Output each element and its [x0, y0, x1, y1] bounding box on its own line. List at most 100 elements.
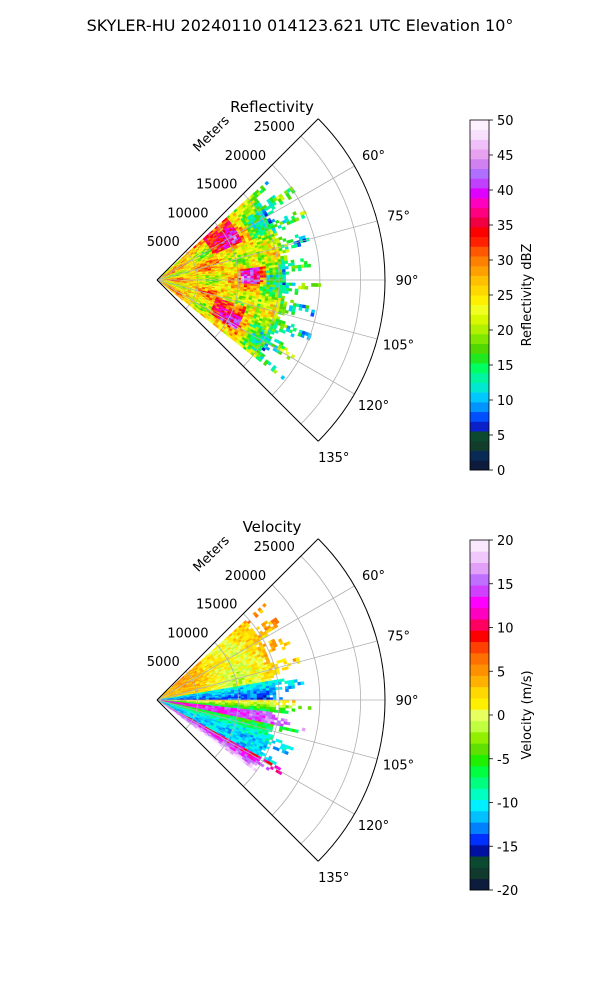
radar-gate — [307, 263, 312, 268]
radar-gate — [247, 693, 251, 697]
colorbar-segment — [470, 363, 489, 374]
radar-gate — [243, 276, 248, 279]
radar-gate — [266, 704, 270, 708]
radar-gate — [272, 687, 276, 691]
radar-gate — [243, 701, 248, 704]
radar-gate — [292, 699, 296, 704]
radar-gate — [289, 238, 294, 243]
radar-gate — [243, 694, 248, 697]
radar-gate — [273, 232, 278, 237]
radar-gate — [231, 281, 235, 284]
radar-gate — [272, 369, 278, 375]
colorbar-segment — [470, 139, 489, 150]
radar-gate — [270, 205, 276, 211]
radar-gate — [259, 693, 264, 696]
colorbar-segment — [470, 149, 489, 160]
radar-gate — [266, 692, 270, 696]
radar-gate — [250, 283, 254, 287]
radar-gate — [262, 361, 268, 367]
colorbar-segment — [470, 256, 489, 267]
radar-gate — [264, 180, 270, 186]
radar-gate — [259, 282, 264, 285]
radar-gate — [277, 681, 282, 685]
radar-gate — [268, 685, 273, 689]
radar-gate — [269, 702, 274, 706]
radar-gate — [256, 704, 261, 707]
radar-gate — [284, 260, 289, 265]
radar-gate — [269, 284, 274, 288]
radar-gate — [281, 646, 286, 651]
radar-gate — [290, 323, 295, 328]
radar-gate — [288, 685, 292, 690]
radar-gate — [253, 703, 258, 707]
radar-gate — [285, 705, 290, 709]
radar-gate — [301, 727, 306, 732]
colorbar-segment — [470, 207, 489, 218]
radar-gate — [280, 678, 285, 682]
radar-gate — [284, 666, 289, 671]
azimuth-tick-label: 135° — [318, 451, 349, 466]
colorbar-segment — [470, 382, 489, 393]
colorbar-segment — [470, 168, 489, 179]
radar-gate — [224, 276, 229, 279]
radar-gate — [281, 266, 286, 270]
radar-gate — [263, 702, 267, 705]
radar-gate — [278, 266, 283, 270]
radar-gate — [279, 704, 283, 709]
radar-gate — [263, 272, 267, 276]
sector-edge — [156, 279, 319, 442]
radar-gate — [284, 710, 289, 714]
radar-gate — [269, 687, 273, 691]
radar-gate — [250, 695, 254, 699]
radar-gate — [272, 201, 277, 207]
radar-gate — [280, 718, 285, 722]
radar-gate — [247, 275, 251, 279]
radar-gate — [227, 281, 232, 284]
radar-gate — [256, 691, 261, 694]
radar-gate — [256, 273, 261, 276]
colorbar-segment — [470, 353, 489, 364]
radar-gate — [284, 686, 289, 690]
radar-gate — [280, 375, 286, 381]
colorbar-segment — [470, 217, 489, 228]
radar-gate — [266, 275, 270, 278]
radar-gate — [287, 682, 292, 687]
radar-gate — [272, 707, 277, 711]
azimuth-spoke — [156, 279, 378, 340]
sector-outer-edge — [317, 118, 386, 442]
radar-gate — [278, 264, 283, 268]
radar-gate — [266, 272, 270, 276]
radar-gate — [243, 274, 248, 277]
azimuth-spoke — [156, 220, 378, 281]
radar-gate — [300, 264, 305, 269]
radar-gate — [269, 272, 274, 276]
radar-gate — [269, 282, 274, 286]
radar-gate — [278, 236, 283, 241]
colorbar-tick-label: 45 — [497, 149, 514, 164]
radar-gate — [263, 284, 267, 288]
radar-gate — [293, 679, 298, 683]
radar-gate — [311, 283, 315, 287]
radar-gate — [259, 273, 264, 276]
radar-gate — [270, 675, 275, 679]
radar-gate — [253, 691, 257, 695]
colorbar-segment — [470, 158, 489, 170]
radar-gate — [294, 288, 299, 292]
radar-gate — [269, 704, 274, 708]
radar-gate — [298, 705, 302, 710]
radar-gate — [266, 270, 270, 274]
radar-gate — [250, 271, 254, 275]
colorbar-tick-label: 35 — [497, 219, 514, 234]
radar-gate — [259, 270, 264, 274]
colorbar-segment — [470, 450, 489, 461]
radar-gate — [212, 277, 216, 279]
radar-gate — [294, 217, 300, 222]
azimuth-tick-label: 90° — [395, 274, 418, 289]
range-tick-label: 25000 — [254, 120, 295, 135]
radar-gate — [254, 613, 259, 619]
colorbar-tick-label: 5 — [497, 429, 505, 444]
radar-gate — [253, 273, 258, 277]
radar-gate — [272, 702, 277, 706]
radar-gate — [291, 282, 296, 286]
radar-gate — [288, 282, 293, 286]
